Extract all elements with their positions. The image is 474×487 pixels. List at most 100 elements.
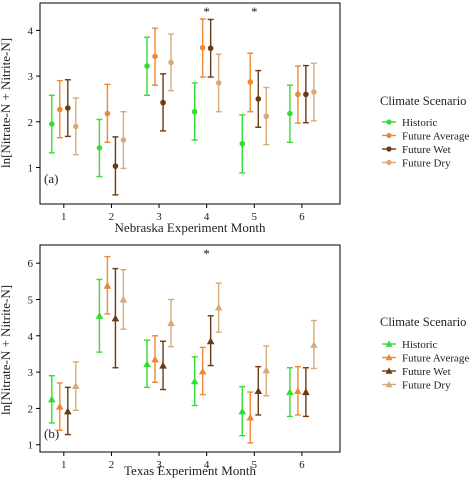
legend-label-future-wet: Future Wet	[402, 144, 451, 156]
point-historic	[143, 360, 151, 368]
point-future-wet	[254, 387, 263, 395]
panel-b-xlabel: Texas Experiment Month	[124, 463, 256, 478]
panel-a-frame	[39, 2, 341, 205]
point-future-wet	[302, 388, 310, 396]
panel-b-label: (b)	[44, 426, 59, 441]
legend-label-future-dry: Future Dry	[402, 380, 451, 392]
point-future-average	[295, 91, 301, 98]
legend-label-future-average: Future Average	[402, 131, 469, 143]
point-future-dry	[215, 80, 222, 86]
panel-a-legend-title: Climate Scenario	[380, 94, 466, 108]
panel-b-frame	[39, 244, 341, 453]
point-future-dry	[72, 382, 80, 389]
panel-a-xtick-label: 2	[109, 211, 115, 223]
point-future-average	[103, 281, 112, 289]
panel-b-legend-title: Climate Scenario	[380, 315, 466, 329]
panel-b-xtick-label: 6	[299, 459, 305, 471]
point-future-average	[104, 110, 111, 117]
panel-b-xtick-label: 4	[204, 459, 210, 471]
panel-a-ytick-label: 2	[28, 117, 34, 129]
legend-label-historic: Historic	[402, 339, 438, 351]
panel-a-xtick-label: 3	[156, 211, 162, 223]
panel-a-xtick-label: 1	[61, 211, 67, 223]
point-future-dry	[119, 295, 128, 303]
point-future-wet	[255, 96, 262, 102]
panel-b-xtick-label: 2	[109, 459, 115, 471]
panel-a-ytick-label: 4	[28, 25, 34, 37]
point-future-dry	[311, 89, 317, 95]
point-historic	[49, 121, 55, 127]
point-historic	[96, 145, 103, 151]
panel-b-ytick-label: 1	[28, 440, 34, 452]
point-future-average	[198, 367, 207, 375]
point-future-dry	[168, 59, 174, 66]
panel-b-ytick-label: 4	[28, 331, 34, 343]
point-future-average	[151, 355, 159, 363]
panel-b-ytick-label: 2	[28, 403, 34, 415]
panel-b-significance-marker: *	[203, 246, 210, 261]
point-future-wet	[160, 99, 166, 106]
legend-marker-future-average	[386, 132, 392, 139]
point-future-average	[199, 44, 206, 51]
legend-marker-future-average	[385, 354, 393, 361]
panel-a-xtick-label: 5	[252, 211, 258, 223]
point-future-wet	[159, 361, 167, 369]
panel-a-label: (a)	[44, 171, 58, 186]
point-historic	[144, 63, 150, 69]
panel-nebraska: ln[Nitrate-N + Nitrite-N] Nebraska Exper…	[0, 2, 469, 235]
legend-marker-future-wet	[386, 146, 392, 152]
point-historic	[191, 108, 198, 115]
point-future-dry	[167, 319, 175, 327]
panel-a-xtick-label: 6	[299, 211, 305, 223]
panel-b-ytick-label: 6	[28, 258, 34, 270]
point-future-dry	[263, 113, 270, 120]
legend-marker-future-wet	[385, 367, 393, 374]
point-future-average	[57, 106, 63, 113]
legend-marker-historic	[386, 119, 392, 125]
point-future-wet	[65, 105, 71, 111]
point-future-wet	[64, 407, 72, 415]
panel-b-xtick-label: 5	[252, 459, 258, 471]
legend-marker-historic	[385, 340, 393, 347]
point-future-wet	[111, 314, 120, 322]
point-historic	[238, 407, 247, 415]
panel-b-ytick-label: 5	[28, 294, 34, 306]
legend-marker-future-dry	[385, 381, 393, 388]
legend-label-future-average: Future Average	[402, 353, 469, 365]
panel-a-xtick-label: 4	[204, 211, 210, 223]
point-future-average	[247, 79, 254, 85]
panel-b-marks: 1 2 3 4 5 6 1 2 3 4 5 6 *	[28, 246, 318, 471]
panel-a-ylabel: ln[Nitrate-N + Nitrite-N]	[0, 38, 13, 168]
point-future-average	[246, 413, 255, 421]
point-future-dry	[310, 341, 318, 348]
point-future-dry	[73, 123, 79, 130]
legend-label-historic: Historic	[402, 117, 438, 129]
legend-label-future-dry: Future Dry	[402, 158, 451, 170]
panel-a-ytick-label: 1	[28, 162, 34, 174]
panel-b-ytick-label: 3	[28, 367, 34, 379]
point-future-wet	[206, 337, 215, 345]
panel-a-xlabel: Nebraska Experiment Month	[115, 220, 266, 235]
point-historic	[286, 388, 294, 396]
point-historic	[48, 395, 56, 403]
panel-b-ylabel: ln[Nitrate-N + Nitrite-N]	[0, 285, 13, 415]
point-future-dry	[120, 137, 127, 143]
point-historic	[190, 377, 199, 385]
panel-a-ytick-label: 3	[28, 71, 34, 83]
legend-label-future-wet: Future Wet	[402, 366, 451, 378]
panel-b-xtick-label: 1	[61, 459, 67, 471]
point-future-dry	[262, 366, 271, 374]
point-future-average	[152, 53, 158, 60]
point-historic	[239, 140, 246, 147]
point-future-average	[294, 387, 302, 395]
point-historic	[95, 312, 104, 319]
panel-a-significance-marker: *	[203, 4, 210, 19]
point-historic	[287, 110, 293, 117]
panel-b-xtick-label: 3	[156, 459, 162, 471]
legend-marker-future-dry	[386, 159, 392, 166]
panel-a-significance-marker: *	[251, 4, 258, 19]
